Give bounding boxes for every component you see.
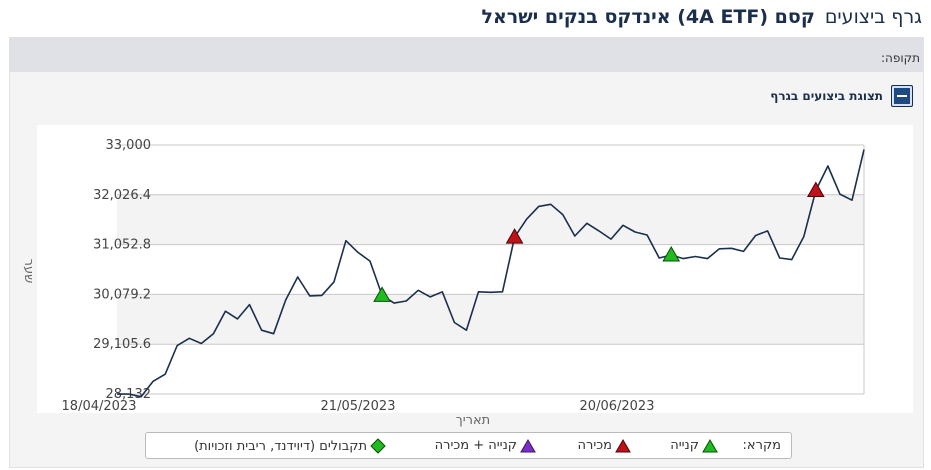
sell-marker[interactable] [505, 228, 524, 244]
page-title-prefix: גרף ביצועים [824, 6, 922, 28]
legend-item-buy: קנייה [670, 438, 718, 453]
sell-marker[interactable] [806, 181, 825, 198]
minus-icon [897, 95, 907, 97]
y-tick-label: 31,052.8 [93, 238, 151, 253]
chart-grid [117, 144, 865, 395]
legend-item-buy-sell: קנייה + מכירה [435, 438, 536, 453]
x-tick-label: 20/06/2023 [580, 399, 655, 414]
grid-band [117, 145, 864, 195]
y-tick-label: 29,105.6 [93, 337, 151, 352]
y-axis-title: שער [21, 259, 36, 284]
price-line [117, 149, 865, 398]
grid-band [117, 194, 864, 245]
period-label: תקופה: [880, 51, 920, 65]
page-title: גרף ביצועים קסם (4A ETF) אינדקס בנקים ישר… [481, 6, 922, 28]
x-axis-labels: 18/04/2023 21/05/2023 20/06/2023 [62, 399, 655, 414]
trade-markers [373, 181, 825, 302]
x-axis-title: תאריך [456, 413, 490, 428]
y-tick-label: 32,026.4 [93, 188, 151, 203]
x-tick-label: 18/04/2023 [62, 399, 137, 414]
buy-marker[interactable] [373, 286, 391, 302]
grid-band [117, 294, 864, 345]
red-triangle-icon [615, 438, 631, 452]
purple-triangle-icon [520, 438, 536, 452]
panel-title: תצוגת ביצועים בגרף [770, 89, 883, 103]
legend-item-dividend: תקבולים (דיוידנד, ריבית וזכויות) [194, 438, 386, 454]
x-tick-label: 21/05/2023 [321, 399, 396, 414]
y-tick-label: 33,000 [106, 138, 152, 153]
collapse-button[interactable] [891, 85, 913, 107]
green-diamond-icon [370, 438, 386, 454]
grid-band [117, 244, 864, 295]
y-tick-label: 30,079.2 [93, 287, 151, 302]
grid-band [117, 344, 864, 394]
green-triangle-icon [702, 438, 718, 452]
legend-title: מקרא: [742, 438, 781, 453]
page-title-fund: קסם (4A ETF) אינדקס בנקים ישראל [481, 6, 815, 28]
legend: מקרא: קנייה מכירה קנייה + מכירה תקבולים … [145, 432, 792, 459]
buy-marker[interactable] [662, 245, 681, 262]
legend-item-sell: מכירה [578, 438, 631, 453]
